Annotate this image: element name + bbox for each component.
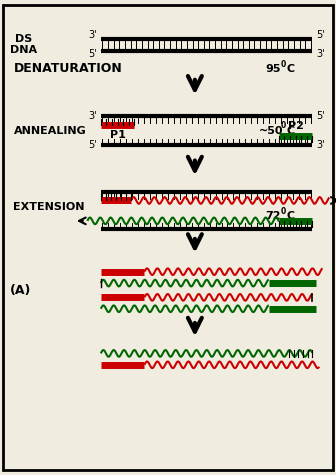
Text: 72: 72 [265,211,281,221]
Text: 3': 3' [317,140,325,150]
Text: EXTENSION: EXTENSION [13,201,85,212]
Text: 3': 3' [88,111,97,122]
Text: 5': 5' [88,48,97,59]
Text: DENATURATION: DENATURATION [13,62,122,76]
Text: 0: 0 [281,122,286,130]
Text: P1: P1 [110,130,126,141]
Text: DNA: DNA [10,45,37,55]
Text: 0: 0 [280,60,286,68]
Text: 0: 0 [280,207,286,216]
Text: 5': 5' [317,111,325,122]
Text: P2: P2 [288,121,304,131]
Text: ~50: ~50 [259,125,283,136]
Text: C: C [287,125,295,136]
Text: 95: 95 [265,64,281,74]
Text: 5': 5' [317,29,325,40]
Text: C: C [286,64,294,74]
Text: 3': 3' [317,48,325,59]
Text: DS: DS [15,34,32,45]
Text: ANNEALING: ANNEALING [13,125,86,136]
Text: (A): (A) [9,284,31,297]
Text: 3': 3' [88,29,97,40]
Text: 5': 5' [88,140,97,150]
Text: C: C [286,211,294,221]
